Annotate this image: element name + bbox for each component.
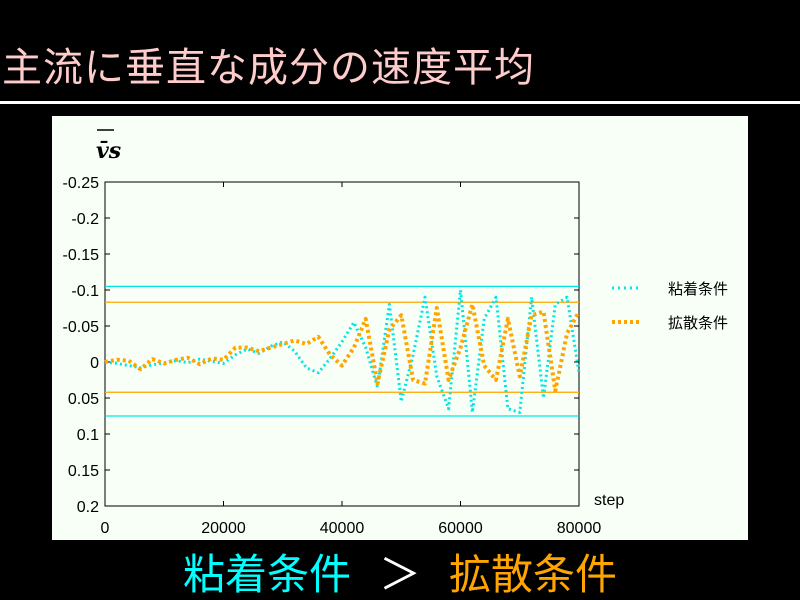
y-tick-label: -0.15 [63,247,100,264]
y-tick-label: 0.15 [68,463,99,480]
conclusion-diffuse: 拡散条件 [449,550,618,599]
y-tick-label: -0.1 [71,283,99,300]
y-tick-label: -0.25 [63,175,100,192]
series-line-viscous [104,288,581,414]
x-tick-label: 40000 [320,520,365,537]
title-divider [0,101,800,104]
plot-frame [104,181,580,507]
x-tick-label: 0 [101,520,110,537]
y-tick-label: -0.05 [63,319,100,336]
y-tick-label: 0.2 [77,499,99,516]
conclusion-viscous: 粘着条件 [182,550,351,599]
y-tick-label: 0.1 [77,427,99,444]
chart-panel: v̄s step 0 20000 40000 60000 80000 -0.25 -0.2… [52,116,748,540]
x-tick-label: 20000 [201,520,246,537]
y-tick-label: 0 [90,355,99,372]
conclusion-operator: ＞ [378,550,421,599]
series-line-diffuse [104,302,581,393]
y-axis-label: v̄s [96,138,121,164]
legend-label: 粘着条件 [668,280,728,298]
conclusion: 粘着条件 ＞ 拡散条件 [0,550,800,600]
x-tick-label: 80000 [557,520,602,537]
y-tick-label: 0.05 [68,391,99,408]
x-axis-label: step [594,492,624,509]
slide-title: 主流に垂直な成分の速度平均 [2,45,535,91]
velocity-chart: v̄s step 0 20000 40000 60000 80000 -0.25 -0.2… [63,129,728,537]
x-tick-label: 60000 [438,520,483,537]
y-tick-label: -0.2 [71,211,99,228]
legend-label: 拡散条件 [668,314,728,332]
